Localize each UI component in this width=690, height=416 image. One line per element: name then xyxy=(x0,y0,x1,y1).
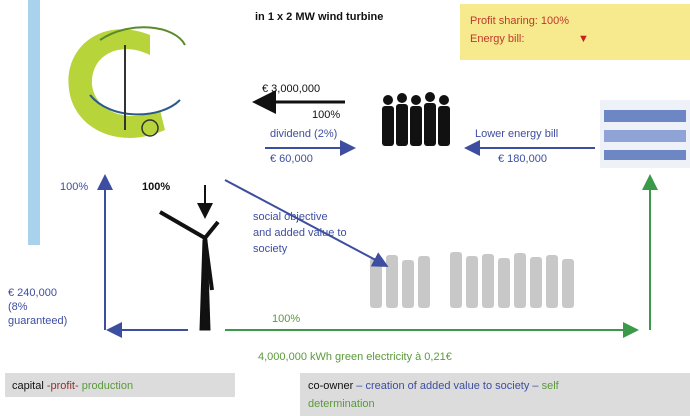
footer-part: co-owner xyxy=(308,380,354,392)
society-arrow xyxy=(224,179,389,267)
footer-right-box xyxy=(300,373,690,416)
footer-part: production xyxy=(79,380,133,392)
bill-down-icon: ▼ xyxy=(578,33,589,45)
society-people xyxy=(370,252,574,308)
dividend-amount: € 60,000 xyxy=(270,153,313,165)
investment: € 3,000,000 xyxy=(262,83,320,95)
people xyxy=(382,92,450,146)
lower-bill-amount: € 180,000 xyxy=(498,153,547,165)
logo xyxy=(68,26,186,138)
footer-part: capital xyxy=(12,380,44,392)
social-line: and added value to xyxy=(253,227,347,239)
profit-sharing: Profit sharing: 100% xyxy=(470,15,569,27)
footer-right-line: determination xyxy=(308,398,375,410)
footer-part: self xyxy=(539,380,560,392)
footer-right: co-owner – creation of added value to so… xyxy=(308,380,560,392)
investment-share: 100% xyxy=(312,109,340,121)
turbine-note: in 1 x 2 MW wind turbine xyxy=(255,11,383,23)
left-share: 100% xyxy=(60,181,88,193)
footer-left-box xyxy=(5,373,235,397)
footer-part: – creation of added value to society – xyxy=(353,380,539,392)
electricity: 4,000,000 kWh green electricity à 0,21€ xyxy=(258,351,452,363)
footer-part: -profit- xyxy=(44,380,79,392)
energy-bill: Energy bill: xyxy=(470,33,524,45)
turbine-share: 100% xyxy=(142,181,170,193)
profit-box xyxy=(460,4,690,60)
side-bar xyxy=(28,0,40,245)
dividend: dividend (2%) xyxy=(270,128,337,140)
return-line: (8% xyxy=(8,301,28,313)
green-share: 100% xyxy=(272,313,300,325)
bills-image xyxy=(600,100,690,168)
social-objective: social objective xyxy=(253,211,328,223)
lower-bill: Lower energy bill xyxy=(475,128,558,140)
social-line: society xyxy=(253,243,288,255)
turbine xyxy=(158,210,220,331)
footer-left: capital -profit- production xyxy=(12,380,133,392)
return-amount: € 240,000 xyxy=(8,287,57,299)
return-line: guaranteed) xyxy=(8,315,67,327)
